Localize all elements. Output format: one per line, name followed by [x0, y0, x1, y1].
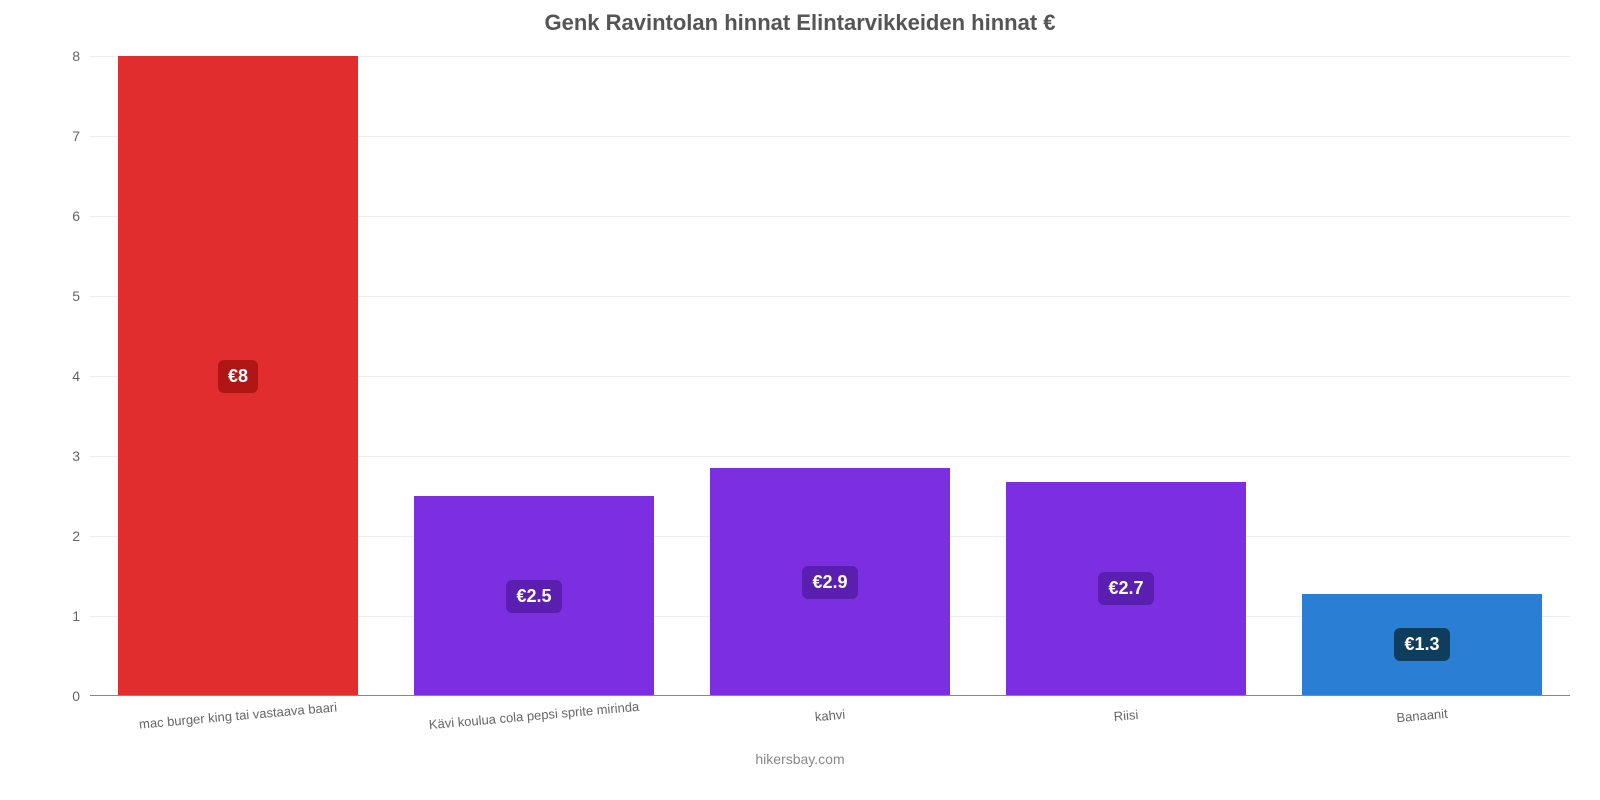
price-bar-chart: Genk Ravintolan hinnat Elintarvikkeiden … — [0, 0, 1600, 800]
bar-value-label: €2.9 — [802, 566, 857, 599]
chart-title: Genk Ravintolan hinnat Elintarvikkeiden … — [0, 0, 1600, 36]
y-tick-label: 3 — [72, 448, 90, 464]
bars-container: €8 €2.5 €2.9 €2.7 €1.3 — [90, 56, 1570, 696]
bar-slot: €2.9 — [682, 56, 978, 696]
bar: €2.5 — [414, 496, 654, 696]
y-tick-label: 8 — [72, 48, 90, 64]
bar-slot: €1.3 — [1274, 56, 1570, 696]
plot-area: €8€2.5€2.9€2.7€1.3 012345678 — [90, 56, 1570, 696]
y-tick-label: 4 — [72, 368, 90, 384]
y-tick-label: 0 — [72, 688, 90, 704]
y-tick-label: 1 — [72, 608, 90, 624]
x-axis-label: kahvi — [682, 695, 978, 736]
bar-slot: €8 — [90, 56, 386, 696]
x-axis-label: mac burger king tai vastaava baari — [90, 695, 386, 736]
bar-value-label: €2.7 — [1098, 572, 1153, 605]
x-axis-label: Kävi koulua cola pepsi sprite mirinda — [386, 695, 682, 736]
bar-value-label: €8 — [218, 360, 258, 393]
bar: €2.9 — [710, 468, 950, 696]
bar: €2.7 — [1006, 482, 1246, 696]
y-tick-label: 6 — [72, 208, 90, 224]
credit-text: hikersbay.com — [0, 751, 1600, 767]
bar: €8 — [118, 56, 358, 696]
y-tick-label: 5 — [72, 288, 90, 304]
x-axis-labels: mac burger king tai vastaava baariKävi k… — [90, 708, 1570, 723]
bar-slot: €2.7 — [978, 56, 1274, 696]
bar-slot: €2.5 — [386, 56, 682, 696]
bar-value-label: €2.5 — [506, 580, 561, 613]
x-axis-baseline — [90, 695, 1570, 696]
bar-value-label: €1.3 — [1394, 628, 1449, 661]
x-axis-label: Riisi — [978, 695, 1274, 736]
y-tick-label: 2 — [72, 528, 90, 544]
y-tick-label: 7 — [72, 128, 90, 144]
bar: €1.3 — [1302, 594, 1542, 696]
x-axis-label: Banaanit — [1274, 695, 1570, 736]
